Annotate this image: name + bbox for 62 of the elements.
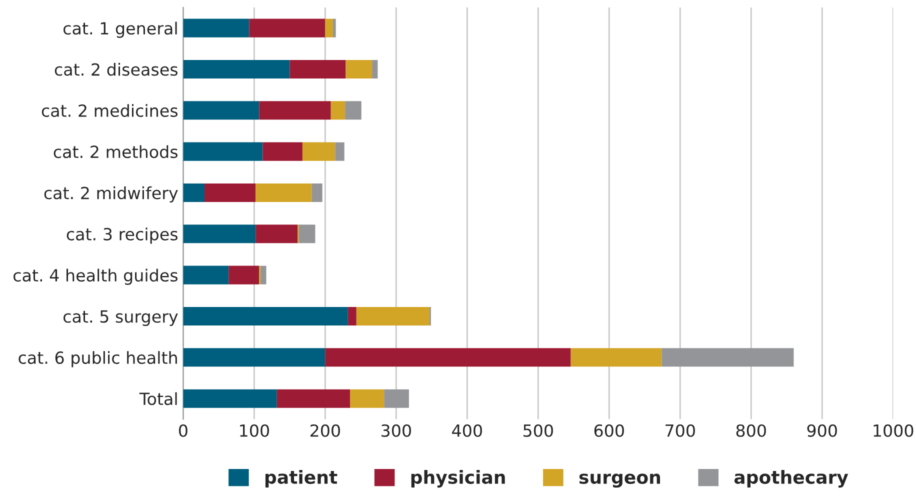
bar bbox=[249, 18, 326, 38]
bar bbox=[262, 142, 302, 161]
x-tick-label: 1000 bbox=[874, 424, 914, 437]
bar bbox=[312, 183, 322, 202]
bar bbox=[335, 142, 344, 161]
x-tick-label: 0 bbox=[178, 424, 188, 437]
bar bbox=[346, 60, 372, 78]
y-tick-label: cat. 1 general bbox=[64, 22, 177, 38]
bar bbox=[183, 266, 229, 284]
bar bbox=[183, 60, 290, 78]
y-tick-label: cat. 2 diseases bbox=[54, 62, 178, 76]
x-tick-label: 100 bbox=[240, 424, 269, 437]
bar bbox=[228, 266, 260, 284]
bar bbox=[325, 348, 571, 367]
legend-label: physician bbox=[411, 470, 505, 488]
y-tick-label: cat. 3 recipes bbox=[66, 228, 178, 244]
bar bbox=[372, 60, 378, 78]
bar bbox=[298, 224, 316, 244]
y-tick-label: cat. 5 surgery bbox=[63, 310, 178, 326]
x-tick-label: 900 bbox=[807, 424, 837, 437]
x-tick-label: 200 bbox=[310, 424, 340, 437]
bar bbox=[183, 306, 348, 326]
bar bbox=[183, 183, 204, 202]
bar bbox=[302, 142, 336, 161]
bar bbox=[350, 389, 384, 408]
bar bbox=[356, 306, 430, 326]
legend-label: apothecary bbox=[734, 470, 848, 488]
legend-label: surgeon bbox=[579, 474, 660, 488]
bar bbox=[256, 183, 312, 202]
bar bbox=[183, 348, 326, 367]
bar bbox=[290, 60, 346, 78]
y-tick-label: cat. 2 methods bbox=[54, 145, 178, 158]
x-tick-label: 800 bbox=[736, 424, 766, 437]
bar bbox=[183, 18, 250, 38]
bar bbox=[384, 389, 409, 408]
bar bbox=[330, 101, 346, 120]
y-tick-label: cat. 4 health guides bbox=[14, 268, 178, 285]
bar bbox=[204, 183, 256, 202]
bar bbox=[183, 389, 277, 408]
bar bbox=[259, 101, 331, 120]
bar bbox=[183, 101, 260, 120]
bar bbox=[256, 224, 298, 244]
x-tick-label: 700 bbox=[666, 424, 695, 437]
x-tick-label: 300 bbox=[382, 424, 411, 437]
bar bbox=[183, 142, 263, 161]
bar bbox=[332, 18, 336, 38]
x-tick-label: 500 bbox=[524, 424, 553, 437]
bar bbox=[570, 348, 662, 367]
bar bbox=[260, 266, 266, 284]
y-tick-label: cat. 6 public health bbox=[18, 351, 177, 368]
bar bbox=[276, 389, 350, 408]
bar bbox=[662, 348, 794, 367]
legend-label: patient bbox=[265, 470, 338, 488]
bar bbox=[348, 306, 356, 326]
bar bbox=[183, 224, 256, 244]
x-tick-label: 600 bbox=[594, 424, 624, 437]
y-tick-label: cat. 2 midwifery bbox=[44, 186, 178, 203]
y-tick-label: cat. 2 medicines bbox=[42, 104, 178, 117]
x-tick-label: 400 bbox=[452, 424, 482, 437]
y-tick-label: Total bbox=[139, 392, 177, 406]
bar bbox=[325, 18, 333, 38]
bar bbox=[345, 101, 362, 120]
